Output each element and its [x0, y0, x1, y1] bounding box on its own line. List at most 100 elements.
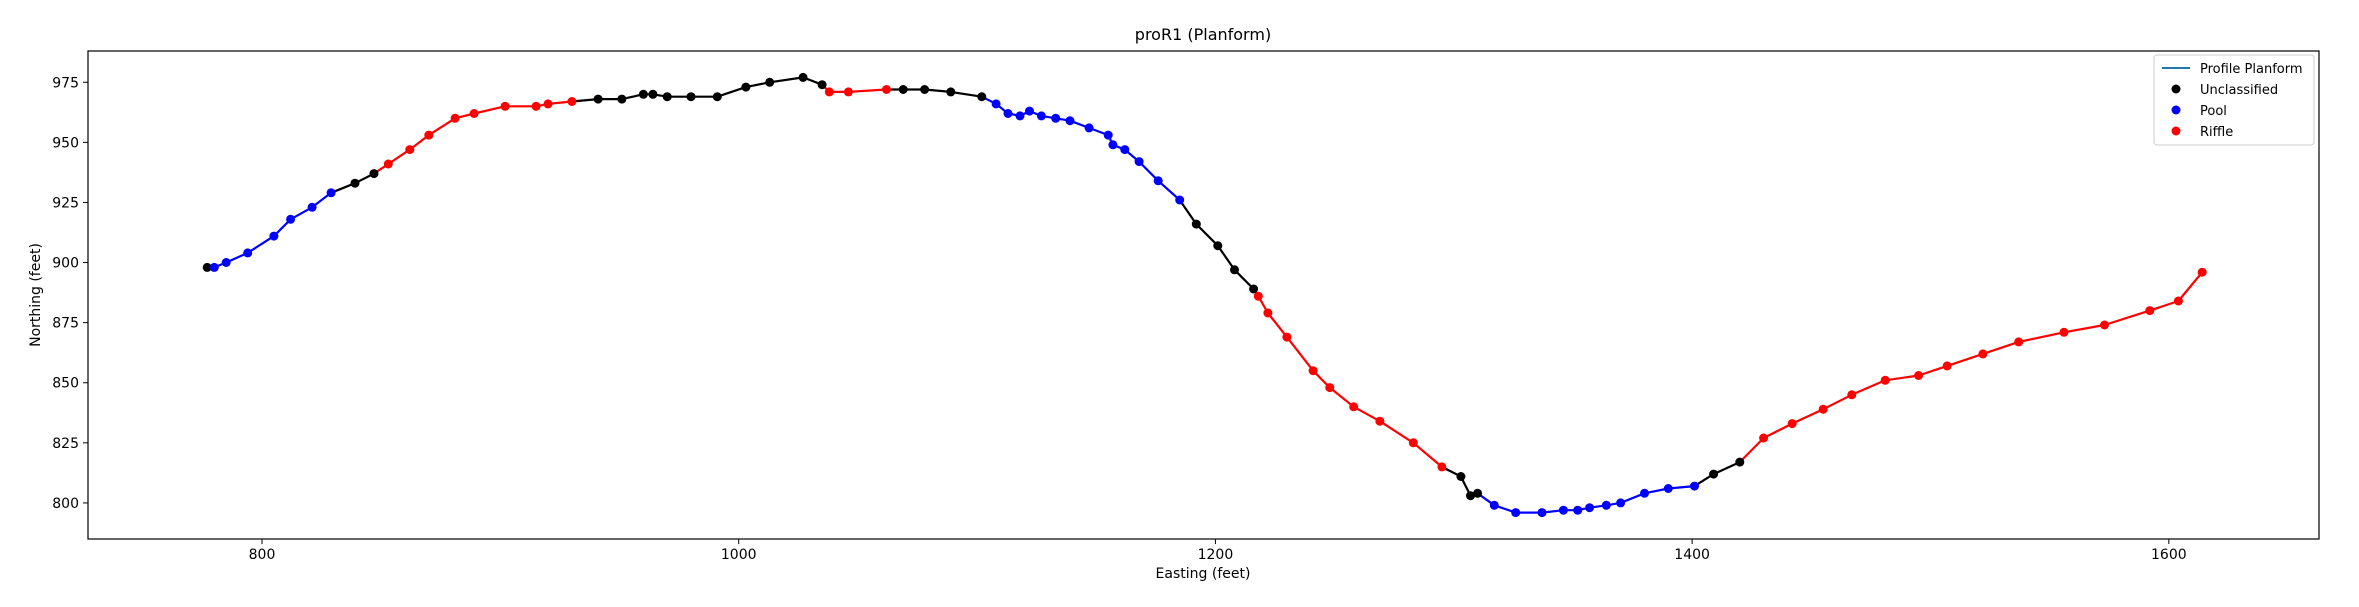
y-tick-label: 950 [52, 135, 79, 151]
data-point-riffle [1914, 371, 1924, 380]
data-point-riffle [824, 87, 834, 97]
data-point-pool [1036, 111, 1046, 121]
line-segment [1412, 441, 1444, 468]
line-segment [1884, 374, 1920, 382]
data-point-riffle [1942, 361, 1952, 371]
data-point-riffle [2173, 296, 2183, 306]
data-point-pool [1537, 508, 1547, 518]
data-point-unclassified [686, 92, 696, 102]
line-segment [1981, 340, 2020, 355]
data-point-pool [1573, 505, 1583, 515]
x-tick-label: 1000 [721, 547, 757, 563]
data-point-unclassified [1230, 265, 1239, 275]
legend-label-pool: Pool [2200, 104, 2227, 119]
data-point-riffle [405, 145, 415, 155]
line-segment [1195, 223, 1219, 247]
data-point-unclassified [1709, 469, 1719, 479]
x-tick-label: 1200 [1198, 547, 1234, 563]
data-point-riffle [1818, 404, 1828, 414]
data-point-riffle [1253, 291, 1263, 301]
data-point-unclassified [1249, 284, 1259, 294]
data-point-unclassified [798, 72, 808, 82]
line-segment [2103, 309, 2151, 327]
data-point-pool [1585, 503, 1595, 513]
data-point-riffle [1349, 402, 1359, 412]
line-segment [768, 76, 805, 84]
line-segment [847, 88, 888, 94]
data-point-riffle [543, 99, 553, 109]
data-point-riffle [424, 130, 434, 140]
line-segment [1822, 393, 1853, 411]
plot-frame [87, 50, 2320, 540]
data-point-riffle [1325, 383, 1335, 393]
data-point-riffle [567, 97, 577, 106]
line-segment [1137, 160, 1160, 182]
data-point-pool [1175, 195, 1185, 205]
data-point-riffle [1263, 308, 1273, 318]
data-point-unclassified [1213, 241, 1223, 251]
line-segment [2177, 271, 2204, 303]
y-tick-label: 850 [52, 376, 79, 392]
data-point-unclassified [817, 80, 827, 90]
data-point-riffle [2014, 337, 2024, 347]
data-point-pool [1558, 505, 1568, 515]
line-segment [1850, 379, 1887, 396]
data-point-unclassified [202, 262, 212, 272]
data-point-riffle [1437, 462, 1447, 472]
y-tick-label: 800 [52, 496, 79, 512]
data-point-pool [326, 188, 336, 198]
legend-swatch-pool [2171, 105, 2181, 115]
data-point-riffle [2197, 267, 2207, 277]
data-point-pool [991, 99, 1001, 109]
data-point-riffle [1282, 332, 1292, 342]
y-tick-label: 900 [52, 256, 79, 272]
data-point-unclassified [617, 94, 627, 104]
data-point-pool [286, 214, 296, 224]
data-point-unclassified [1735, 457, 1745, 467]
x-tick-label: 800 [249, 547, 276, 563]
data-point-pool [307, 202, 317, 212]
data-point-pool [269, 231, 279, 241]
data-point-pool [1065, 116, 1075, 126]
data-point-riffle [1375, 416, 1385, 426]
line-segment [2148, 299, 2180, 312]
x-axis-ticks: 800 1000 1200 1400 1600 [249, 539, 2187, 563]
line-segment [2017, 331, 2066, 343]
data-point-pool [243, 248, 253, 258]
data-point-riffle [1759, 433, 1769, 443]
line-segment [1328, 386, 1355, 408]
data-point-unclassified [593, 94, 603, 104]
data-point-unclassified [977, 92, 987, 102]
data-point-riffle [531, 101, 541, 111]
data-point-pool [1025, 106, 1034, 116]
line-segment [1917, 364, 1949, 377]
x-tick-label: 1400 [1674, 547, 1710, 563]
line-segment [716, 85, 748, 98]
data-point-riffle [450, 113, 460, 123]
data-point-riffle [843, 87, 853, 97]
data-point-pool [1120, 145, 1130, 155]
line-segment [1712, 461, 1741, 476]
data-point-unclassified [741, 82, 751, 92]
data-point-unclassified [350, 178, 360, 188]
line-segment [473, 105, 507, 115]
legend: Profile Planform Unclassified Pool Riffle [2153, 54, 2315, 146]
data-point-pool [1601, 500, 1611, 510]
data-point-pool [1663, 484, 1673, 493]
data-point-riffle [2145, 306, 2155, 316]
line-segment [1216, 244, 1236, 271]
data-point-unclassified [662, 92, 672, 102]
line-segment [427, 117, 457, 137]
legend-label-riffle: Riffle [2200, 125, 2233, 140]
y-tick-label: 875 [52, 316, 79, 332]
data-point-unclassified [1191, 219, 1201, 229]
data-point-unclassified [898, 85, 908, 94]
line-segment [1157, 179, 1181, 202]
data-point-riffle [1847, 390, 1857, 400]
data-point-pool [1015, 111, 1025, 121]
data-point-unclassified [369, 169, 379, 179]
legend-swatch-riffle [2171, 126, 2181, 136]
data-point-unclassified [1473, 488, 1483, 498]
data-point-riffle [1308, 366, 1318, 376]
